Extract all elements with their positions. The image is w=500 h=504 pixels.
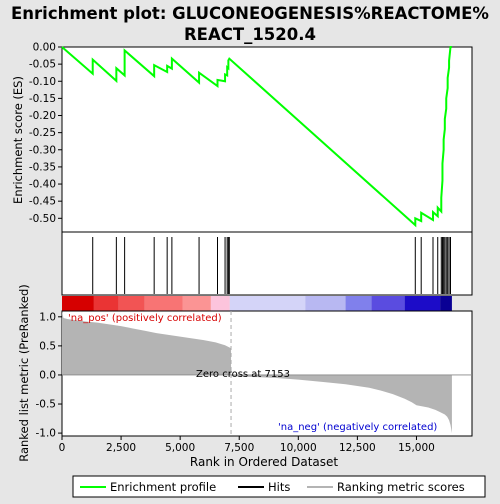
legend-label-ranking: Ranking metric scores: [337, 480, 465, 494]
rank-x-tick-label: 7,500: [224, 442, 254, 454]
rank-x-tick-label: 5,000: [165, 442, 195, 454]
legend-box: [72, 475, 486, 498]
es-y-tick-label: -0.15: [29, 93, 56, 105]
es-y-tick-label: -0.40: [29, 179, 56, 191]
legend-label-enrichment: Enrichment profile: [110, 480, 216, 494]
es-y-tick-label: -0.30: [29, 144, 56, 156]
es-y-tick-label: 0.00: [33, 42, 56, 54]
rank-y-tick-label: -1.0: [36, 428, 57, 440]
rank-x-tick-label: 12,500: [339, 442, 376, 454]
colorbar-segment: [371, 296, 405, 311]
es-curve-layer: [61, 46, 452, 228]
hits-layer: [92, 237, 451, 294]
rank-y-axis: 1.0 0.5 0.0 -0.5 -1.0: [36, 311, 62, 440]
rank-x-tick-label: 0: [59, 442, 66, 454]
zero-cross-label: Zero cross at 7153: [196, 369, 290, 380]
colorbar-segment: [93, 296, 119, 311]
rank-y-axis-label: Ranked list metric (PreRanked): [17, 284, 31, 462]
colorbar-segment: [182, 296, 211, 311]
colorbar-segment: [144, 296, 183, 311]
rank-metric-layer: [62, 311, 472, 436]
colorbar-segment: [305, 296, 346, 311]
es-y-tick-label: -0.05: [29, 59, 56, 71]
es-y-tick-label: -0.35: [29, 161, 56, 173]
es-y-axis: 0.00 -0.05 -0.10 -0.15 -0.20 -0.25 -0.30 -0.35 -…: [29, 42, 62, 225]
rank-x-tick-label: 10,000: [280, 442, 317, 454]
rank-colorbar: [62, 296, 452, 311]
rank-y-tick-label: -0.5: [36, 399, 57, 411]
es-y-tick-label: -0.25: [29, 127, 56, 139]
ranking-metric-area: [62, 311, 452, 434]
colorbar-segment: [210, 296, 230, 311]
chart-title-line2: REACT_1520.4: [184, 25, 316, 44]
rank-y-tick-label: 0.5: [39, 340, 56, 352]
rank-x-tick-label: 2,500: [106, 442, 136, 454]
hits-panel: [61, 231, 473, 296]
es-y-axis-label: Enrichment score (ES): [11, 76, 25, 204]
colorbar-segment: [345, 296, 372, 311]
es-y-tick-label: -0.50: [29, 213, 56, 225]
enrichment-profile-line: [61, 46, 452, 228]
es-y-tick-label: -0.45: [29, 196, 56, 208]
rank-y-tick-label: 0.0: [39, 369, 56, 381]
rank-x-axis: 0 2,500 5,000 7,500 10,000 12,500 15,000: [59, 436, 435, 454]
neg-correlated-label: 'na_neg' (negatively correlated): [278, 422, 437, 433]
colorbar-segment: [229, 296, 306, 311]
colorbar-segment: [118, 296, 145, 311]
legend-label-hits: Hits: [268, 480, 290, 494]
rank-x-axis-label: Rank in Ordered Dataset: [190, 455, 338, 469]
es-y-tick-label: -0.20: [29, 110, 56, 122]
colorbar-segment: [62, 296, 94, 311]
rank-x-tick-label: 15,000: [398, 442, 435, 454]
rank-y-tick-label: 1.0: [39, 311, 56, 323]
es-panel: [61, 46, 473, 233]
colorbar-segment: [404, 296, 441, 311]
es-y-tick-label: -0.10: [29, 76, 56, 88]
colorbar-segment: [440, 296, 452, 311]
chart-title-line1: Enrichment plot: GLUCONEOGENESIS%REACTOM…: [11, 4, 489, 23]
pos-correlated-label: 'na_pos' (positively correlated): [68, 313, 222, 324]
